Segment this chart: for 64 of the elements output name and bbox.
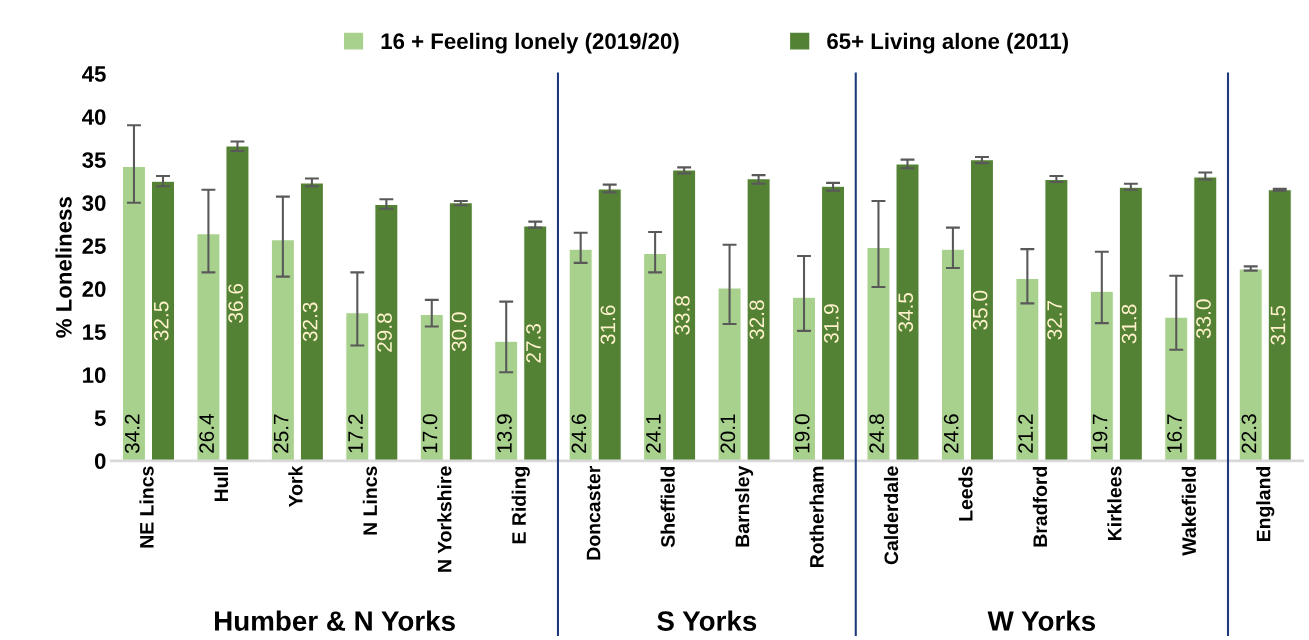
x-tick-label: England [1256, 466, 1275, 542]
data-label: 24.6 [943, 414, 959, 453]
data-label: 16.7 [1167, 414, 1182, 453]
x-tick-label: Kirklees [1107, 466, 1122, 541]
data-label: 19.0 [794, 414, 810, 453]
data-label: 31.5 [1270, 305, 1286, 345]
data-label: 34.2 [124, 414, 140, 454]
data-label: 22.3 [1241, 414, 1257, 453]
y-tick-label: 10 [83, 367, 106, 384]
data-label: 32.7 [1047, 300, 1062, 340]
y-axis-title: % Loneliness [55, 197, 72, 338]
x-tick-label: N Lincs [362, 466, 378, 535]
y-tick-label: 45 [82, 66, 106, 82]
y-tick-label: 15 [83, 324, 106, 340]
x-tick-label: Hull [213, 467, 229, 502]
data-label: 34.5 [898, 292, 914, 332]
legend-label: 16 + Feeling lonely (2019/20) [381, 32, 679, 54]
text: S Yorks [657, 610, 757, 631]
x-tick-label: Barnsley [735, 465, 754, 547]
data-label: 25.7 [273, 414, 289, 453]
x-tick-label: N Yorkshire [437, 466, 452, 572]
data-label: 29.8 [377, 313, 392, 352]
x-tick-label: Leeds [958, 466, 973, 521]
x-tick-label: NE Lincs [139, 466, 154, 548]
data-label: 32.5 [153, 301, 169, 341]
text: Humber & N Yorks [215, 610, 455, 631]
x-tick-label: Calderdale [883, 466, 899, 565]
x-tick-label: Doncaster [586, 465, 601, 560]
data-label: 13.9 [497, 414, 512, 453]
data-label: 19.7 [1092, 414, 1108, 453]
data-label: 31.6 [600, 305, 616, 345]
data-label: 33.8 [674, 296, 690, 335]
y-tick-label: 40 [82, 109, 106, 125]
data-label: 31.8 [1121, 304, 1137, 344]
x-tick-label: E Riding [511, 466, 530, 544]
data-label: 31.9 [823, 304, 839, 344]
data-label: 17.0 [422, 414, 438, 453]
data-label: 26.4 [199, 413, 215, 453]
x-tick-label: Wakefield [1181, 466, 1196, 556]
x-tick-label: Bradford [1032, 466, 1048, 547]
data-label: 27.3 [526, 323, 541, 363]
data-label: 17.2 [348, 414, 363, 453]
y-tick-label: 25 [82, 238, 106, 254]
y-tick-label: 20 [82, 281, 106, 297]
x-tick-label: Rotherham [809, 466, 824, 567]
data-label: 35.0 [972, 290, 988, 330]
data-label: 32.8 [749, 300, 765, 340]
y-tick-label: 0 [94, 453, 106, 470]
data-label: 24.1 [645, 414, 661, 453]
x-tick-label: Sheffield [660, 466, 675, 548]
data-label: 33.0 [1196, 299, 1211, 339]
data-label: 20.1 [720, 414, 736, 453]
y-tick-label: 5 [94, 410, 106, 427]
x-tick-label: York [288, 465, 303, 508]
y-tick-label: 30 [82, 195, 106, 211]
text: W Yorks [987, 610, 1096, 631]
data-label: 24.6 [571, 414, 587, 453]
data-label: 30.0 [451, 312, 467, 352]
data-label: 36.6 [228, 283, 244, 323]
legend-label: 65+ Living alone (2011) [827, 32, 1068, 54]
data-label: 21.2 [1018, 414, 1033, 453]
data-label: 32.3 [302, 302, 318, 342]
y-tick-label: 35 [82, 152, 106, 168]
data-label: 24.8 [869, 414, 885, 453]
